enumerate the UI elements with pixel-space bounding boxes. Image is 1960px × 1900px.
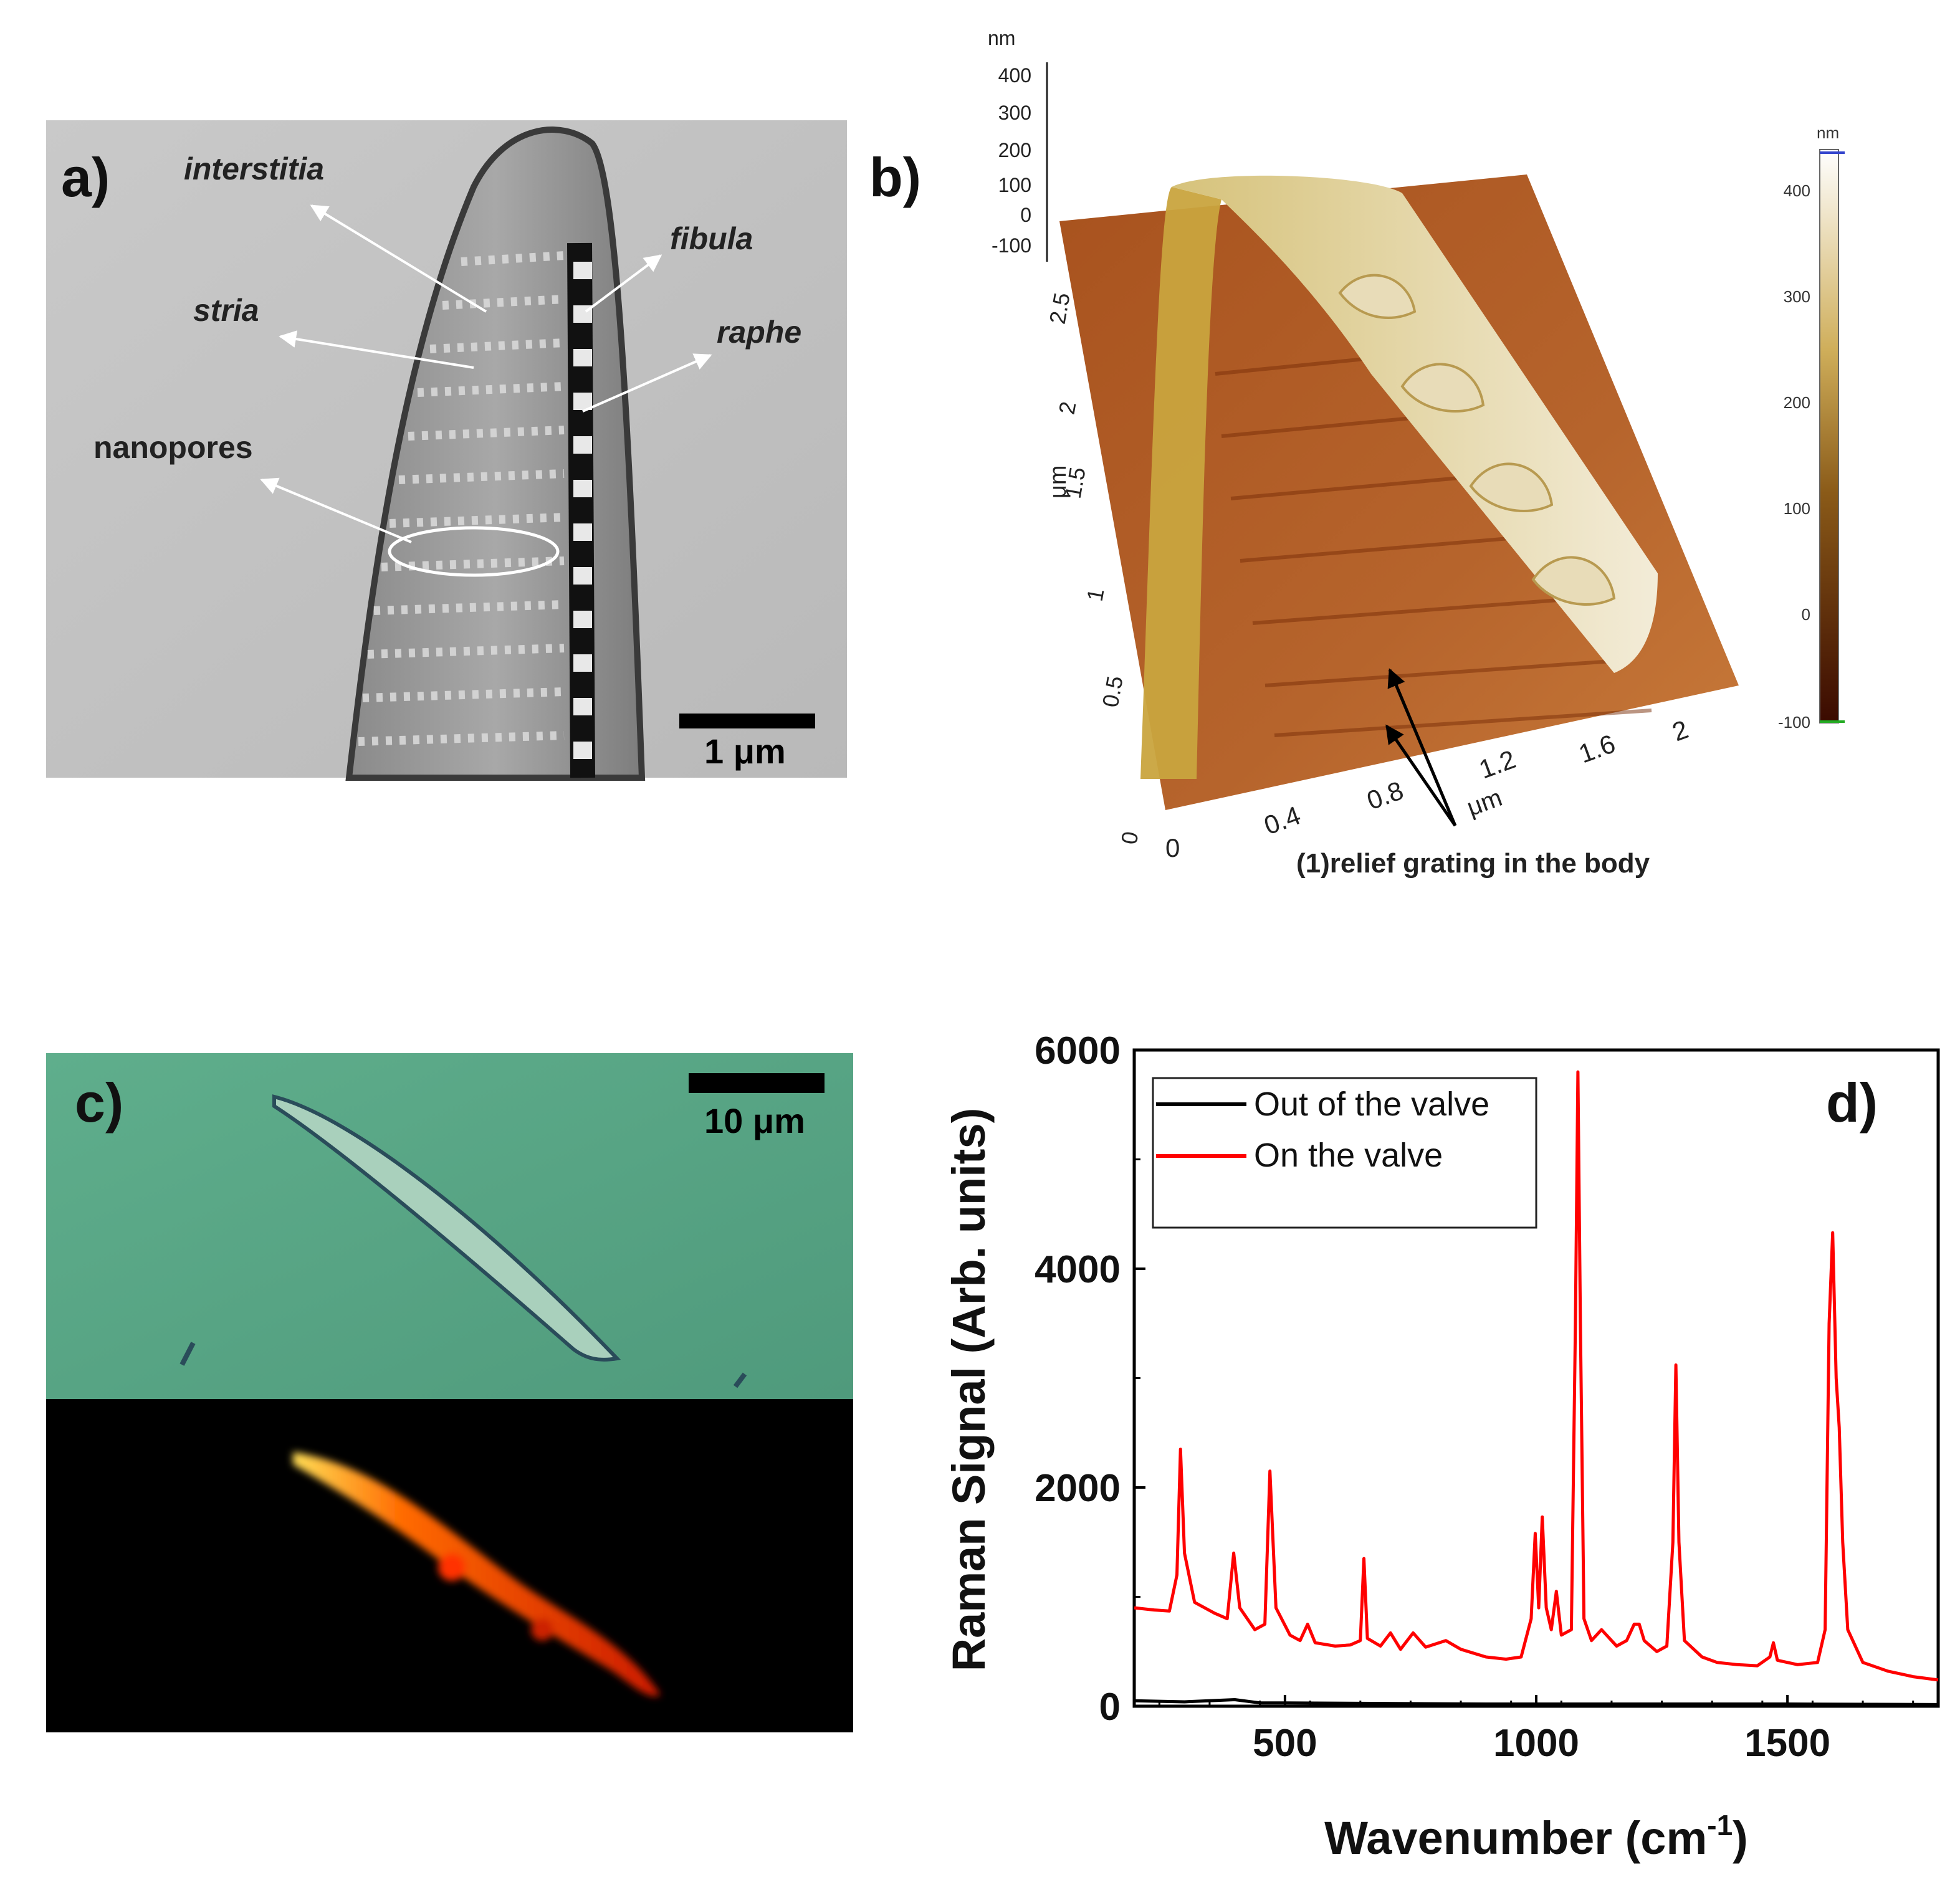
scale-bar-c-label: 10 μm [704,1101,805,1140]
legend-label-on: On the valve [1254,1137,1443,1174]
colorbar [1819,149,1839,723]
colorbar-tick: -100 [1778,713,1810,732]
z-tick: 400 [998,64,1031,87]
y-tick-label: 6000 [1035,1029,1121,1072]
x-axis-title: Wavenumber (cm-1) [1324,1809,1748,1864]
x-tick: 0 [1165,833,1180,862]
colorbar-tick: 200 [1784,393,1810,412]
y-tick: 0 [1116,829,1144,846]
y-tick: 2.5 [1045,291,1075,326]
z-tick: 100 [998,174,1031,196]
z-tick: 300 [998,102,1031,124]
x-tick: 2 [1668,714,1692,747]
colorbar-tick: 100 [1784,499,1810,518]
panel-a: a) interstitia stria nanopores fibula ra… [46,120,847,781]
legend-box [1152,1077,1537,1229]
y-tick: 1.5 [1060,465,1091,500]
z-tick: 200 [998,139,1031,161]
colorbar-tick: 400 [1784,181,1810,200]
panel-d-chart: 0 2000 4000 6000 500 1000 1500 Out of the valv… [943,1029,1940,1864]
x-tick: 0.4 [1260,800,1304,840]
y-tick: 1 [1082,586,1109,603]
x-tick: 1.2 [1475,744,1519,784]
diatom-brightfield [272,1094,621,1362]
small-diatom [179,1342,196,1366]
fibula-blocks [573,262,592,759]
x-tick: 1.6 [1575,728,1619,768]
relief-annotation: (1)relief grating in the body [1296,848,1650,879]
x-tick: 0.8 [1363,775,1407,815]
annotation-raphe: raphe [717,315,801,350]
series-out-of-valve-line [1134,1698,1939,1706]
annotation-fibula: fibula [670,221,753,256]
afm-ridge [1172,175,1658,673]
y-axis-title: Raman Signal (Arb. units) [943,1108,995,1672]
panel-b-label: b) [869,146,921,208]
x-tick-label: 500 [1253,1722,1317,1765]
panel-b: b) nm 400 300 200 100 0 -100 [869,27,1845,879]
colorbar-tick: 300 [1784,287,1810,306]
relief-arrows [1385,668,1457,827]
small-diatom [733,1372,747,1388]
afm-surface [1059,174,1739,810]
x-axis-title-sup: -1 [1707,1809,1733,1841]
annotation-interstitia: interstitia [184,151,324,186]
panel-a-arrows [260,204,712,543]
y-tick: 0.5 [1097,674,1128,709]
y-tick: 2 [1054,399,1081,416]
x-axis-unit: μm [1463,784,1506,822]
scale-bar-a-label: 1 μm [704,732,786,771]
scale-bar-a [679,714,815,728]
tick-labels: 0 2000 4000 6000 500 1000 1500 [1035,1029,1830,1765]
panel-c-label: c) [75,1072,123,1134]
y-tick-label: 2000 [1035,1467,1121,1510]
x-axis-title-main: Wavenumber (cm [1324,1812,1707,1864]
series-group [1134,1070,1939,1706]
raphe-line [567,242,595,778]
z-tick: -100 [992,234,1031,257]
annotation-nanopores: nanopores [93,430,253,465]
y-tick-label: 0 [1099,1686,1121,1729]
colorbar-tick: 0 [1802,605,1810,624]
panel-d-label: d) [1826,1072,1878,1134]
y-axis-unit: μm [1045,465,1071,499]
z-ticks: 400 300 200 100 0 -100 [992,64,1031,257]
z-axis-unit: nm [988,27,1015,49]
panel-c: c) 10 μm [46,1053,853,1732]
afm-ridge-scallops [1338,274,1616,606]
panel-a-label: a) [61,146,110,208]
series-on-valve-line [1134,1070,1939,1682]
colorbar-ticks: 400 300 200 100 0 -100 [1778,181,1810,732]
afm-rim-left [1140,187,1221,779]
colorbar-unit: nm [1817,123,1839,142]
nanopores-ellipse [388,526,560,577]
annotation-stria: stria [193,293,259,328]
x-tick-label: 1000 [1493,1722,1579,1765]
x-axis-title-end: ) [1733,1812,1748,1864]
z-tick: 0 [1020,204,1031,226]
legend-label-out: Out of the valve [1254,1086,1489,1123]
x-tick-label: 1500 [1744,1722,1830,1765]
scale-bar-c [689,1073,825,1093]
fluorescent-diatom [293,1452,661,1696]
y-tick-label: 4000 [1035,1248,1121,1291]
